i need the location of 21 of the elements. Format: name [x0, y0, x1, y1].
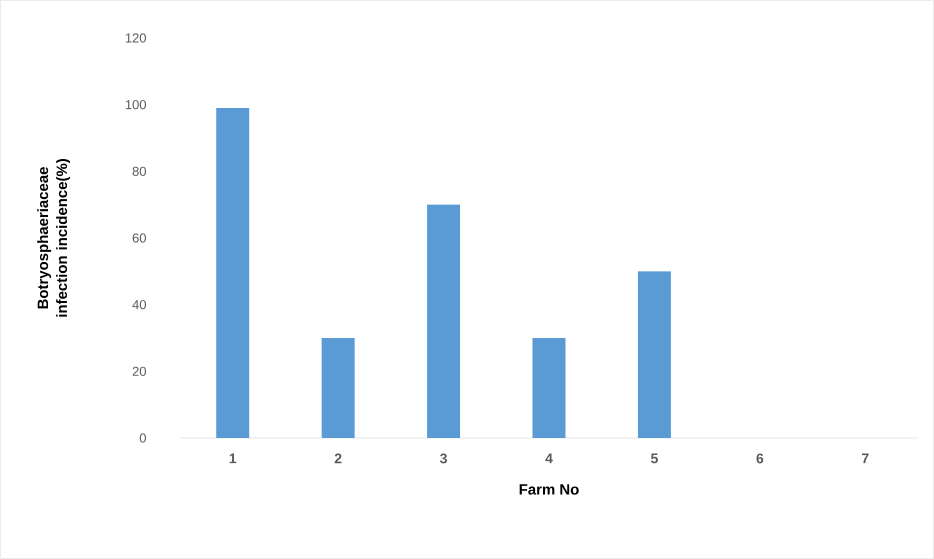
bar [322, 338, 355, 438]
y-tick-label: 100 [126, 100, 146, 110]
y-axis-title: Botryosphaeriaceae infection incidence(%) [37, 159, 70, 317]
bar [216, 108, 250, 438]
x-tick-label: 2 [334, 454, 342, 464]
bar [638, 271, 671, 438]
x-tick-label: 3 [440, 454, 447, 464]
x-tick-label: 6 [756, 454, 764, 464]
y-tick-label: 60 [132, 233, 146, 243]
y-tick-label: 0 [140, 433, 146, 443]
y-tick-label: 40 [132, 300, 146, 310]
x-tick-label: 7 [862, 454, 869, 464]
y-tick-label: 120 [126, 33, 146, 43]
x-tick-label: 5 [650, 454, 658, 464]
x-axis-title: Farm No [520, 484, 579, 495]
y-tick-label: 80 [132, 166, 146, 176]
x-tick-label: 1 [230, 454, 236, 464]
y-tick-label: 20 [132, 366, 146, 376]
x-tick-label: 4 [545, 454, 553, 464]
bar [532, 338, 566, 438]
bar [427, 204, 460, 438]
